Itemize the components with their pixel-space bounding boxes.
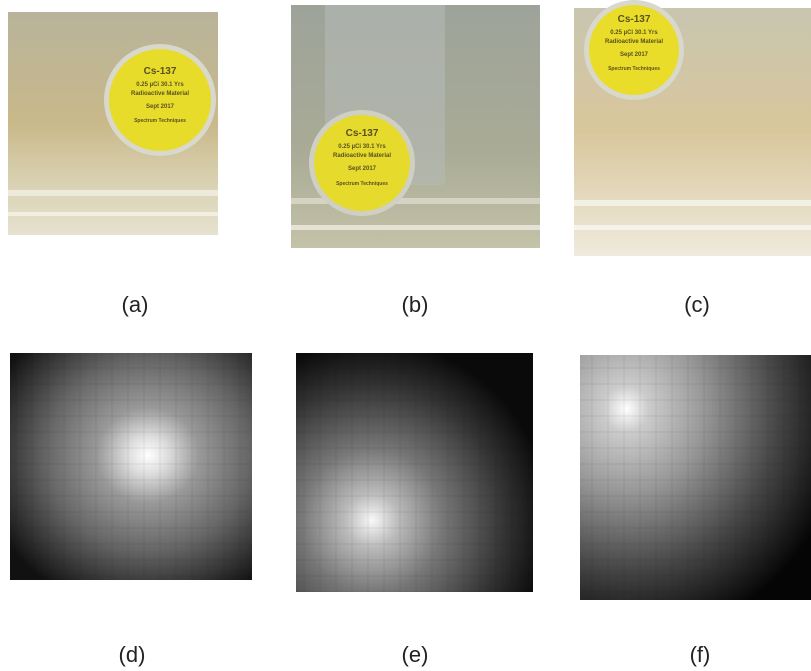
source-text: Cs-137 — [618, 14, 651, 25]
caption: (a) — [122, 292, 149, 317]
source-text: Radioactive Material — [131, 91, 189, 97]
source-text: Spectrum Techniques — [134, 118, 186, 124]
heatmap — [580, 355, 811, 600]
source-text: Spectrum Techniques — [608, 66, 660, 72]
caption: (d) — [119, 642, 146, 667]
source-text: Cs-137 — [346, 128, 379, 139]
source-text: Sept 2017 — [620, 52, 649, 58]
photo: Cs-137 0.25 µCi 30.1 Yrs Radioactive Mat… — [8, 12, 218, 235]
source-text: 0.25 µCi 30.1 Yrs — [610, 30, 658, 36]
source-text: Cs-137 — [144, 66, 177, 77]
source-text: Radioactive Material — [605, 39, 663, 45]
caption: (b) — [402, 292, 429, 317]
photo: Cs-137 0.25 µCi 30.1 Yrs Radioactive Mat… — [574, 0, 811, 256]
caption: (c) — [684, 292, 710, 317]
source-text: Spectrum Techniques — [336, 181, 388, 187]
source-text: Radioactive Material — [333, 153, 391, 159]
caption: (f) — [690, 642, 711, 667]
heatmap — [296, 353, 533, 592]
source-text: Sept 2017 — [348, 166, 377, 172]
source-text: 0.25 µCi 30.1 Yrs — [136, 82, 184, 88]
heatmap — [10, 353, 252, 580]
caption: (e) — [402, 642, 429, 667]
source-text: 0.25 µCi 30.1 Yrs — [338, 144, 386, 150]
photo: Cs-137 0.25 µCi 30.1 Yrs Radioactive Mat… — [291, 5, 540, 248]
source-text: Sept 2017 — [146, 104, 175, 110]
